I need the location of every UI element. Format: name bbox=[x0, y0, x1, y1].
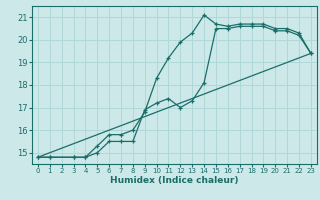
X-axis label: Humidex (Indice chaleur): Humidex (Indice chaleur) bbox=[110, 176, 239, 185]
